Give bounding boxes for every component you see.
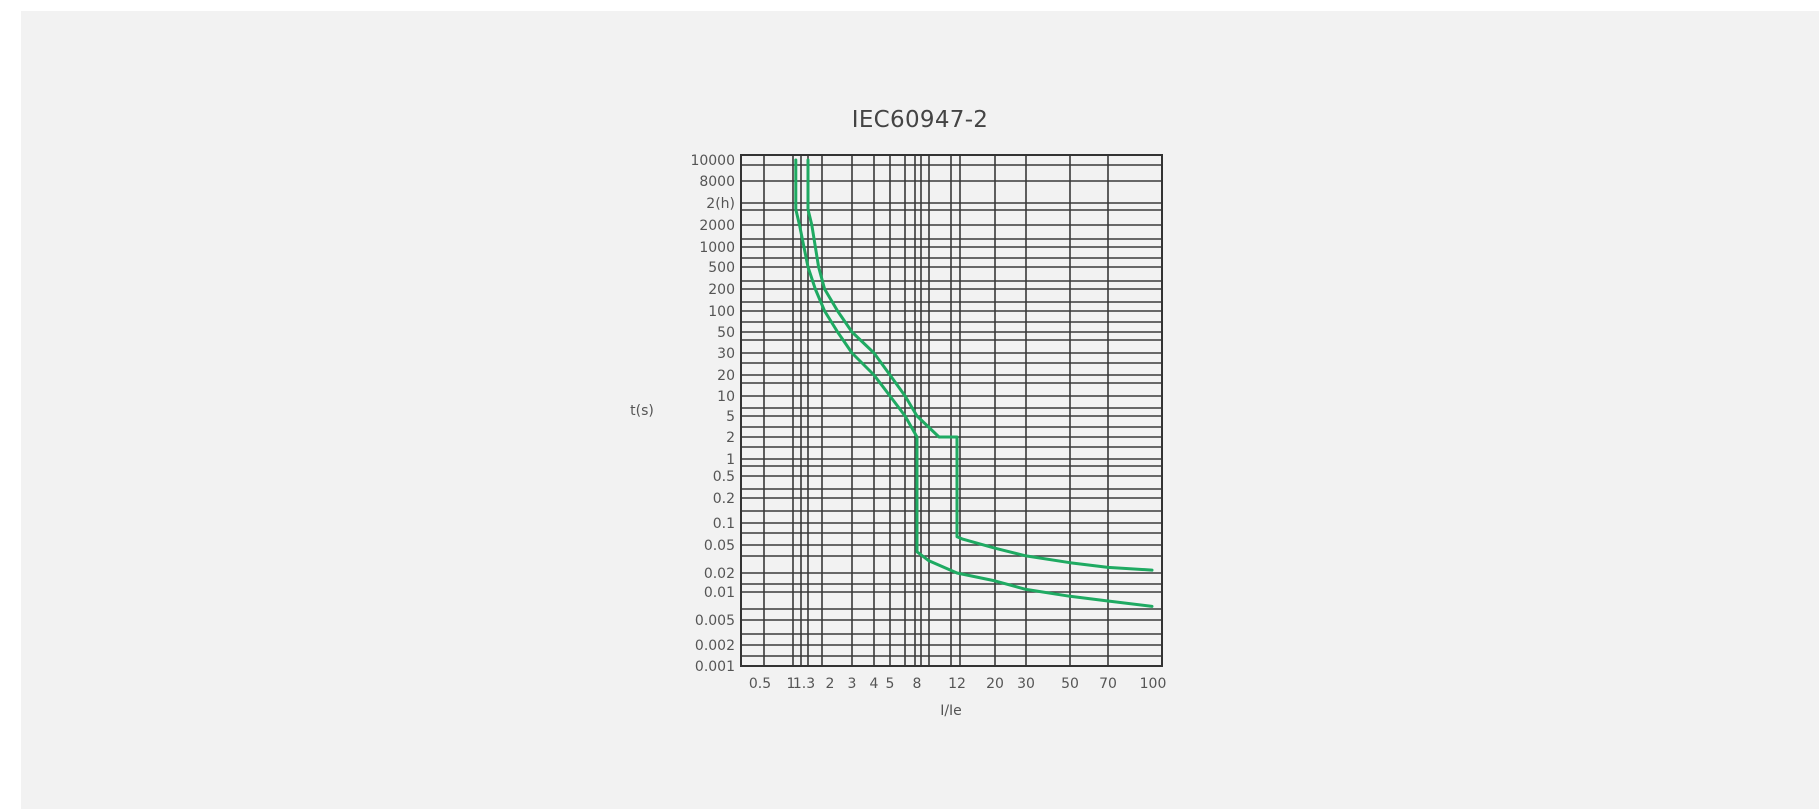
y-tick-label: 0.01 [704, 585, 735, 601]
trip-curve-lower [794, 158, 1154, 608]
x-tick-label: 3 [848, 676, 857, 692]
y-tick-label: 50 [717, 325, 735, 341]
y-axis-label: t(s) [630, 403, 654, 419]
x-tick-label: 50 [1061, 676, 1079, 692]
x-tick-labels: 0.5 11.3 2 3 4 5 8 12 20 30 50 70 100 [749, 676, 1167, 692]
trip-curve-upper [806, 158, 1154, 572]
x-tick-label: 2 [826, 676, 835, 692]
x-tick-label: 100 [1140, 676, 1167, 692]
x-tick-label: 70 [1099, 676, 1117, 692]
y-tick-label: 10000 [690, 153, 735, 169]
x-tick-label: 8 [913, 676, 922, 692]
x-tick-label: 1.3 [793, 676, 815, 692]
x-tick-label: 0.5 [749, 676, 771, 692]
y-tick-label: 0.5 [713, 469, 735, 485]
grid [741, 155, 1162, 666]
y-tick-label: 0.05 [704, 538, 735, 554]
y-tick-label: 1000 [699, 240, 735, 256]
x-tick-label: 12 [948, 676, 966, 692]
y-tick-label: 0.002 [695, 638, 735, 654]
y-tick-label: 200 [708, 282, 735, 298]
plot-border [740, 154, 1163, 667]
y-tick-label: 0.001 [695, 659, 735, 675]
y-tick-label: 100 [708, 304, 735, 320]
x-tick-label: 5 [886, 676, 895, 692]
y-tick-label: 0.2 [713, 491, 735, 507]
y-tick-label: 8000 [699, 174, 735, 190]
y-tick-label: 0.1 [713, 516, 735, 532]
y-tick-labels: 10000 8000 2(h) 2000 1000 500 200 100 50 30 20 10 5 2… [690, 153, 735, 675]
y-tick-label: 2(h) [706, 196, 735, 212]
x-tick-label: 20 [986, 676, 1004, 692]
y-tick-label: 0.005 [695, 613, 735, 629]
y-tick-label: 5 [726, 409, 735, 425]
curves [794, 158, 1154, 608]
x-tick-label: 4 [870, 676, 879, 692]
y-tick-label: 500 [708, 260, 735, 276]
y-tick-label: 20 [717, 368, 735, 384]
y-tick-label: 2000 [699, 218, 735, 234]
x-tick-label: 1 [787, 676, 796, 692]
y-tick-label: 2 [726, 430, 735, 446]
y-tick-label: 30 [717, 346, 735, 362]
chart-title: IEC60947-2 [851, 107, 989, 133]
chart-panel: IEC60947-2 [21, 11, 1819, 809]
x-axis-label: I/Ie [940, 703, 962, 719]
x-tick-label: 30 [1017, 676, 1035, 692]
y-tick-label: 1 [726, 452, 735, 468]
y-tick-label: 10 [717, 389, 735, 405]
y-tick-label: 0.02 [704, 566, 735, 582]
plot-frame [740, 154, 1163, 667]
